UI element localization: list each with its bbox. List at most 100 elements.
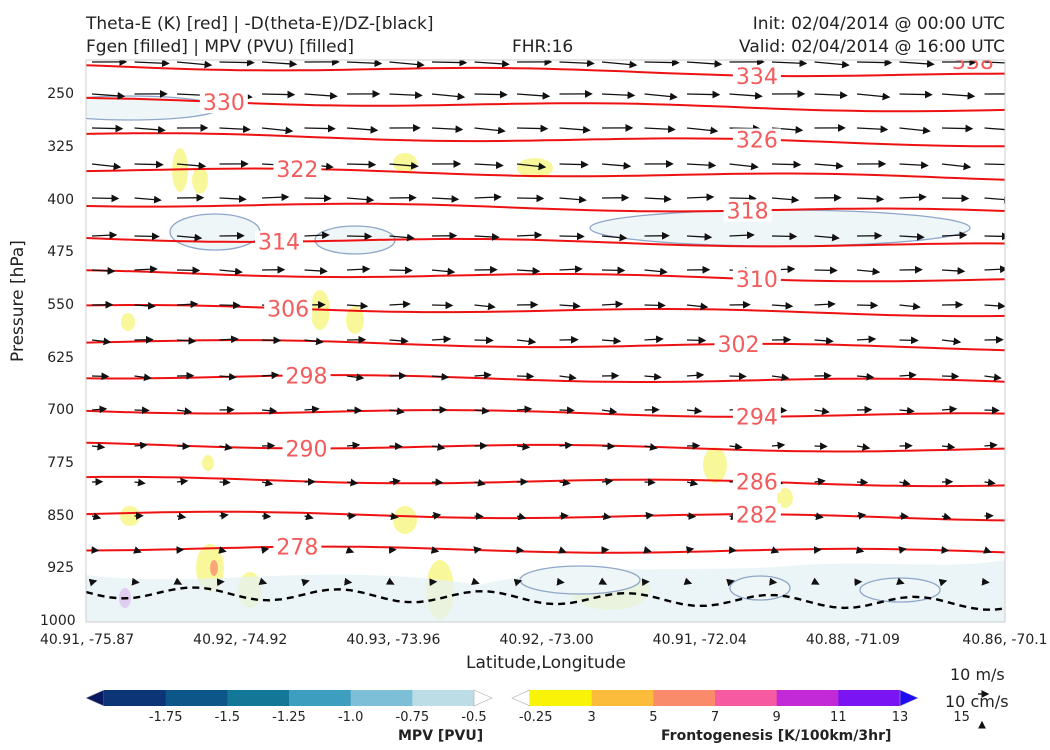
wind-vector [855, 546, 865, 554]
wind-vector [856, 511, 867, 520]
wind-vector [814, 407, 830, 415]
wind-vector [516, 267, 541, 275]
wind-vector [176, 512, 187, 521]
wind-vector [261, 193, 290, 202]
wind-vector [261, 512, 272, 520]
wind-vector [261, 126, 294, 135]
wind-vector [258, 577, 268, 585]
theta-e-label: 314 [258, 231, 300, 256]
wind-vector [984, 195, 1005, 204]
wind-vector [91, 546, 100, 554]
wind-vector [346, 441, 361, 450]
fgen-colorbar-extend-right [899, 689, 919, 707]
wind-vector [601, 336, 622, 345]
wind-vector [431, 372, 450, 381]
ref-vector-vertical-label: 10 cm/s [945, 692, 1009, 711]
y-tick-label: 550 [47, 296, 74, 313]
wind-vector [219, 511, 229, 520]
wind-vector [729, 372, 747, 381]
wind-vector [771, 441, 786, 450]
wind-vector [516, 91, 551, 100]
fgen-colorbar-segment [715, 690, 778, 706]
wind-vector [91, 337, 112, 346]
mpv-colorbar-segment [289, 690, 352, 706]
wind-vector [899, 193, 927, 202]
wind-vector [771, 60, 808, 68]
wind-vector [218, 546, 227, 554]
mpv-colorbar-label: MPV [PVU] [398, 728, 484, 744]
wind-vector [474, 126, 506, 135]
x-tick-label: 40.92, -73.00 [499, 632, 594, 648]
colorbar-tick: -0.25 [518, 710, 553, 725]
wind-vector [941, 372, 960, 381]
theta-e-contour [86, 339, 1005, 352]
fgen-colorbar-label: Frontogenesis [K/100km/3hr] [661, 728, 892, 744]
wind-vector [601, 442, 616, 451]
wind-vector [431, 60, 468, 67]
wind-vector [513, 578, 523, 587]
colorbar-tick: -1.75 [148, 710, 183, 725]
wind-vector [644, 267, 668, 276]
wind-vector [686, 126, 719, 135]
wind-vector [941, 405, 958, 414]
wind-vector [941, 512, 952, 521]
fgen-colorbar-segment [776, 690, 839, 706]
theta-e-contour [86, 64, 1005, 78]
wind-vector [346, 301, 369, 310]
wind-vector [304, 512, 314, 521]
wind-vector [91, 512, 102, 521]
wind-vector [516, 162, 547, 171]
wind-vector [601, 91, 636, 100]
wind-vector [389, 477, 401, 486]
colorbar-tick: 11 [830, 710, 847, 725]
theta-e-label-bg [282, 437, 331, 460]
wind-vector [981, 577, 990, 586]
wind-vector [899, 336, 919, 345]
wind-vector [431, 267, 456, 276]
wind-vector [346, 406, 363, 415]
theta-e-contour [86, 510, 1005, 522]
wind-vector [771, 232, 798, 241]
wind-vector [814, 300, 836, 309]
wind-vector [346, 60, 383, 68]
wind-vector [941, 194, 970, 203]
theta-e-label: 286 [736, 471, 778, 496]
wind-vector [516, 442, 531, 451]
wind-vector [898, 546, 907, 554]
theta-e-contour [86, 237, 1005, 248]
wind-vector [559, 232, 585, 241]
wind-vector [686, 406, 703, 415]
wind-vector [941, 337, 962, 346]
wind-vector [984, 163, 1005, 166]
wind-vector [685, 546, 695, 554]
wind-vector [176, 442, 191, 451]
wind-vector [558, 546, 567, 554]
wind-vector [134, 441, 148, 450]
colorbar-tick: -0.75 [395, 710, 430, 725]
wind-vector [134, 301, 156, 310]
colorbar-tick: 13 [891, 710, 909, 725]
wind-vector [134, 195, 162, 204]
wind-vector [389, 233, 415, 242]
theta-e-contour [86, 545, 1005, 554]
wind-vector [814, 60, 850, 69]
fgen-colorbar-segment [530, 690, 593, 706]
wind-vector [726, 578, 735, 587]
wind-vector [173, 577, 183, 585]
wind-vector [431, 443, 446, 451]
wind-vector [729, 91, 763, 100]
wind-vector [431, 195, 460, 203]
wind-vector [729, 442, 743, 451]
wind-vector [304, 231, 330, 240]
theta-e-label-bg [264, 297, 313, 320]
wind-vector [131, 577, 140, 586]
x-tick-label: 40.93, -73.96 [346, 632, 441, 648]
wind-vector [771, 373, 790, 382]
wind-vector [601, 477, 614, 486]
wind-vector [345, 546, 355, 554]
wind-vector [134, 265, 158, 274]
theta-e-contour [86, 374, 1005, 383]
theta-e-contour [86, 304, 1005, 318]
wind-vector [176, 477, 189, 486]
wind-vector [304, 194, 332, 203]
